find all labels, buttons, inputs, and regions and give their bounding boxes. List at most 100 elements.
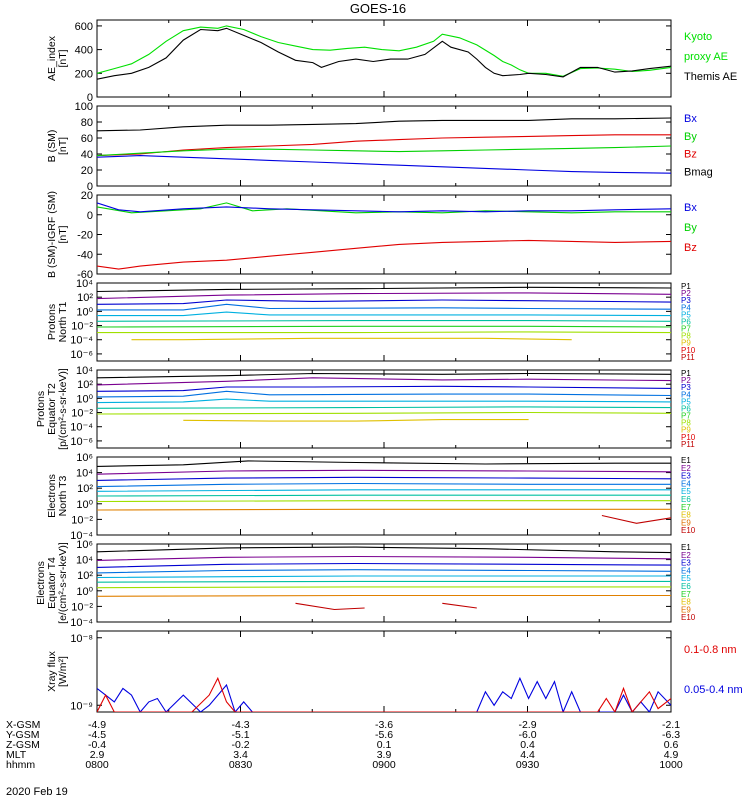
legend-e6: E6	[681, 582, 691, 591]
x-row-label: X-GSM	[6, 719, 40, 731]
legend-e2: E2	[681, 551, 691, 560]
y-axis-label: [e/(cm²-s-sr-keV)]	[57, 542, 69, 624]
legend-bx: Bx	[684, 113, 697, 125]
legend-p7: P7	[681, 325, 691, 334]
series-line-e5	[97, 489, 671, 492]
y-axis-label: Electrons	[46, 474, 58, 518]
y-tick-label: 10⁰	[76, 393, 93, 405]
series-line-p5	[97, 398, 671, 404]
y-axis-label: B (SM)	[46, 130, 58, 163]
series-line-p7	[97, 325, 671, 328]
series-line-p6	[97, 406, 671, 409]
y-tick-label: 100	[75, 101, 93, 113]
legend-bx: Bx	[684, 202, 697, 214]
y-tick-label: 10⁴	[76, 468, 93, 480]
legend-e7: E7	[681, 503, 691, 512]
legend-p6: P6	[681, 317, 691, 326]
legend-kyoto: Kyoto	[684, 31, 712, 43]
series-line-e7	[97, 586, 671, 589]
y-axis-label: [p/(cm²-s-sr-keV)]	[57, 368, 69, 450]
legend-by: By	[684, 222, 697, 234]
legend-p1: P1	[681, 369, 691, 378]
series-line-p3	[97, 299, 671, 305]
x-tick-label: 3.9	[377, 749, 392, 761]
x-tick-label: -2.1	[662, 719, 680, 731]
series-line-e4	[97, 482, 671, 488]
legend-e8: E8	[681, 511, 691, 520]
x-tick-label: 0830	[229, 759, 253, 771]
y-tick-label: 10⁴	[76, 278, 93, 290]
y-tick-label: 10⁻⁶	[70, 349, 93, 361]
series-line-bx	[97, 202, 671, 213]
series-line-e6	[97, 494, 671, 497]
x-tick-label: 3.4	[233, 749, 248, 761]
legend-p4: P4	[681, 390, 691, 399]
x-tick-label: -0.2	[231, 739, 249, 751]
y-axis-label: B (SM)-IGRF (SM)	[46, 191, 58, 278]
series-line-p7	[97, 411, 671, 415]
legend-e5: E5	[681, 574, 691, 583]
y-tick-label: 0	[87, 92, 93, 104]
x-tick-label: 0930	[516, 759, 540, 771]
series-line-p4	[97, 390, 671, 398]
y-tick-label: 10⁻⁹	[70, 700, 93, 712]
panel-bdiff: -60 -40 -20 0 20 B (SM)-IGRF (SM) [nT] Bx By Bz	[46, 190, 697, 281]
series-line-kyoto-proxy-ae	[97, 25, 671, 77]
legend-p4: P4	[681, 303, 691, 312]
y-axis-label: Xray flux	[46, 650, 58, 692]
y-axis-label: Electrons	[35, 561, 47, 605]
legend-p8: P8	[681, 332, 691, 341]
series-line-e5	[97, 575, 671, 579]
panel-frame	[96, 630, 672, 713]
x-tick-label: -0.4	[88, 739, 106, 751]
y-tick-label: 60	[81, 133, 93, 145]
y-tick-label: 10⁻²	[71, 321, 93, 333]
y-tick-label: 10⁰	[76, 499, 93, 511]
legend-bz: Bz	[684, 149, 697, 161]
legend-e4: E4	[681, 566, 691, 575]
legend-p2: P2	[681, 376, 691, 385]
series-line-e2	[97, 555, 671, 561]
y-tick-label: 10²	[77, 379, 93, 391]
x-tick-label: 2.9	[90, 749, 105, 761]
y-tick-label: 10²	[77, 292, 93, 304]
legend-e10: E10	[681, 613, 696, 622]
y-tick-label: 10⁻⁶	[70, 436, 93, 448]
legend-e8: E8	[681, 598, 691, 607]
y-axis-label: Equator T2	[46, 383, 58, 435]
y-tick-label: 10⁰	[76, 586, 93, 598]
legend-p3: P3	[681, 296, 691, 305]
panel-ee: 10⁶ 10⁴ 10² 10⁰ 10⁻² 10⁻⁴ Electrons Equator T4[…	[35, 539, 696, 629]
x-tick-label: 0900	[372, 759, 396, 771]
legend-0-1-0-8-nm: 0.1-0.8 nm	[684, 644, 737, 656]
series-line-e10	[295, 602, 365, 611]
y-axis-label: [nT]	[57, 49, 69, 67]
y-axis-label: [nT]	[57, 137, 69, 155]
x-tick-label: 0.6	[664, 739, 679, 751]
legend-e6: E6	[681, 495, 691, 504]
x-tick-label: -4.9	[88, 719, 106, 731]
legend-p11: P11	[681, 353, 695, 362]
legend-p1: P1	[681, 282, 691, 291]
y-tick-label: 10²	[77, 570, 93, 582]
y-tick-label: 20	[81, 190, 93, 202]
legend-p5: P5	[681, 310, 691, 319]
y-tick-label: 10⁻⁴	[70, 335, 93, 347]
series-line-e6	[97, 580, 671, 583]
y-tick-label: 10⁰	[76, 306, 93, 318]
series-line-p1	[97, 286, 671, 293]
legend-p10: P10	[681, 346, 696, 355]
series-line-e1	[97, 546, 671, 554]
y-tick-label: -60	[77, 269, 93, 281]
series-line-e10b	[442, 602, 477, 609]
series-line-p5	[97, 311, 671, 317]
y-tick-label: 400	[75, 45, 93, 57]
y-tick-label: 10⁻²	[71, 514, 93, 526]
series-line-p3	[97, 385, 671, 392]
series-line-p9	[183, 419, 529, 422]
panel-pn: 10⁴ 10² 10⁰ 10⁻² 10⁻⁴ 10⁻⁶ Protons North T1 P1P2…	[46, 278, 696, 362]
y-axis-label: North T3	[57, 476, 69, 517]
x-row-label: MLT	[6, 749, 27, 761]
series-line-p6	[97, 320, 671, 322]
